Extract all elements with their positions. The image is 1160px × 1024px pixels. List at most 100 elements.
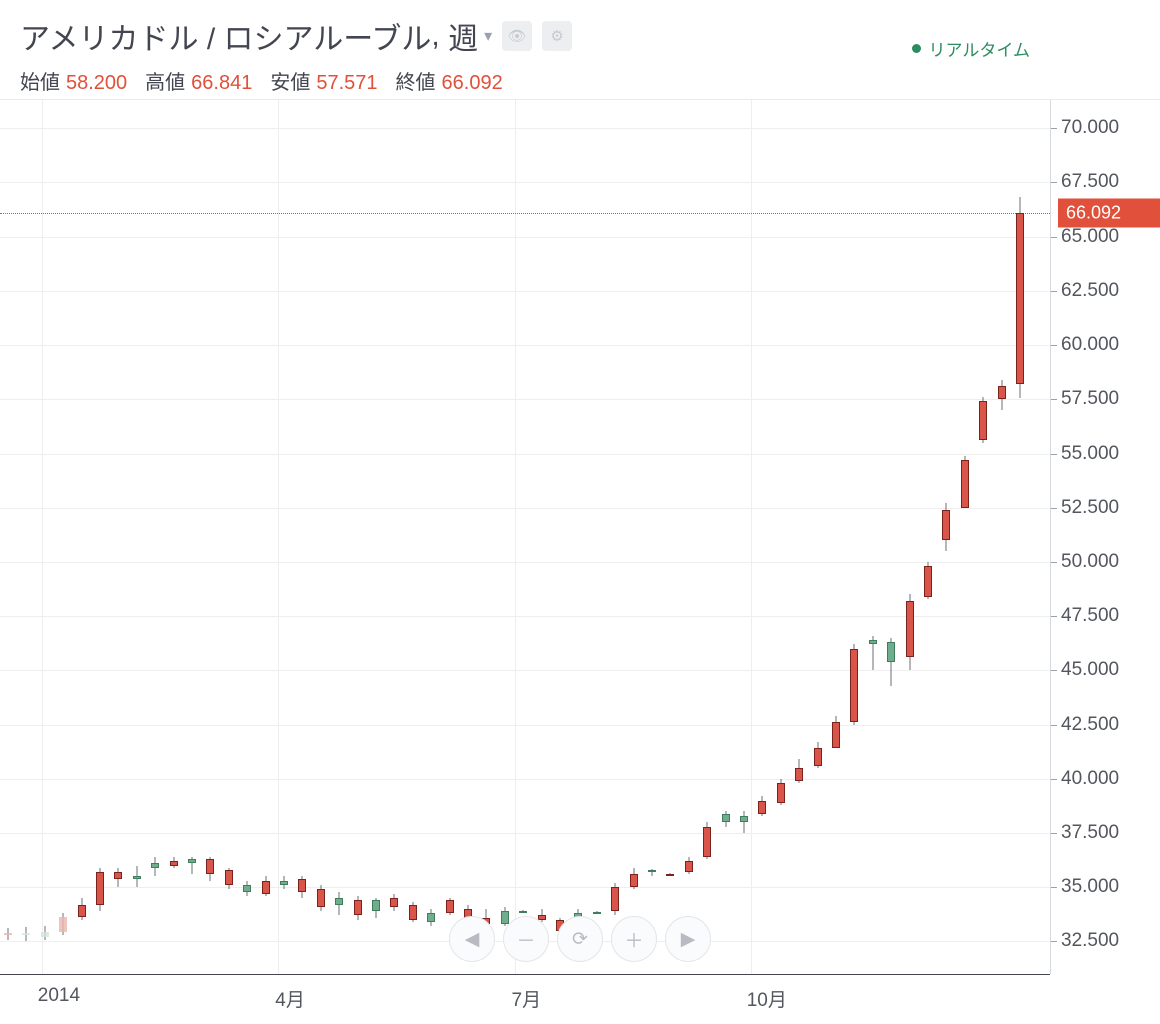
candlestick-body [188,859,196,863]
candlestick-body [243,885,251,892]
candlestick-body [280,881,288,885]
candlestick-body [409,905,417,920]
y-axis-tick: 67.500 [1051,171,1160,193]
horizontal-gridline [0,562,1050,563]
candlestick-body [59,917,67,932]
y-axis-tick: 60.000 [1051,334,1160,356]
y-axis-tick: 40.000 [1051,768,1160,790]
candlestick-body [390,898,398,907]
candlestick-body [630,874,638,887]
candlestick-body [1016,213,1024,384]
candlestick-body [924,566,932,596]
close-label: 終値 [396,72,436,94]
y-axis-tick: 62.500 [1051,280,1160,302]
high-value: 66.841 [191,72,252,94]
candlestick-body [814,748,822,765]
candlestick-wick [744,811,745,833]
chart-app: アメリカドル / ロシアルーブル , 週 ▾ 👁 ⚙ 始値 58.200 高値 66.… [0,0,1160,1024]
candlestick-body [372,900,380,911]
nav-refresh-button[interactable]: ⟳ [557,916,603,962]
vertical-gridline [515,100,516,974]
horizontal-gridline [0,182,1050,183]
chart-nav-controls: ◀ － ⟳ ＋ ▶ [449,916,711,962]
candlestick-body [648,870,656,872]
candlestick-plot-area[interactable]: 66.092 [0,100,1050,974]
horizontal-gridline [0,454,1050,455]
low-label: 安値 [270,72,310,94]
y-axis-tick: 32.500 [1051,930,1160,952]
y-axis-tick: 55.000 [1051,443,1160,465]
candlestick-body [298,879,306,892]
candlestick-body [96,872,104,905]
horizontal-gridline [0,670,1050,671]
candlestick-body [906,601,914,657]
y-axis-tick: 52.500 [1051,497,1160,519]
candlestick-body [611,887,619,911]
ohlc-summary: 始値 58.200 高値 66.841 安値 57.571 終値 66.092 [0,64,1160,95]
y-axis-tick: 35.000 [1051,876,1160,898]
chart-title: アメリカドル / ロシアルーブル [20,14,431,58]
candlestick-body [979,401,987,440]
candlestick-body [777,783,785,803]
realtime-dot-icon [912,44,921,53]
low-value: 57.571 [316,72,377,94]
horizontal-gridline [0,291,1050,292]
horizontal-gridline [0,128,1050,129]
candlestick-body [869,640,877,644]
y-axis-tick: 57.500 [1051,388,1160,410]
candlestick-body [335,898,343,905]
nav-zoom-out-button[interactable]: － [503,916,549,962]
candlestick-body [206,859,214,874]
y-axis-tick: 42.500 [1051,714,1160,736]
candlestick-body [942,510,950,540]
horizontal-gridline [0,887,1050,888]
candlestick-body [151,863,159,867]
candlestick-body [740,816,748,823]
candlestick-body [758,801,766,814]
candlestick-body [78,905,86,917]
x-axis-tick: 10月 [747,985,787,1012]
candlestick-body [961,460,969,508]
candlestick-body [114,872,122,879]
candlestick-body [170,861,178,865]
candlestick-body [354,900,362,915]
candlestick-body [998,386,1006,399]
y-axis-tick: 37.500 [1051,822,1160,844]
nav-prev-button[interactable]: ◀ [449,916,495,962]
open-value: 58.200 [66,72,127,94]
y-axis: 32.500 35.000 37.500 40.000 42.500 45.000 47.5… [1050,100,1160,974]
nav-next-button[interactable]: ▶ [665,916,711,962]
y-axis-tick: 50.000 [1051,551,1160,573]
eye-icon[interactable]: 👁 [502,21,532,51]
candlestick-body [850,649,858,723]
candlestick-body [519,911,527,913]
x-axis-tick: 7月 [512,985,542,1012]
interval-chevron-icon[interactable]: ▾ [484,26,492,46]
candlestick-body [225,870,233,885]
y-axis-tick: 47.500 [1051,605,1160,627]
vertical-gridline [42,100,43,974]
last-price-dotted-line [0,213,1050,214]
horizontal-gridline [0,779,1050,780]
chart-interval: 週 [448,14,478,58]
open-label: 始値 [20,72,60,94]
candlestick-body [666,874,674,876]
nav-zoom-in-button[interactable]: ＋ [611,916,657,962]
candlestick-body [133,876,141,878]
candlestick-body [427,913,435,922]
x-axis-tick: 4月 [275,985,305,1012]
horizontal-gridline [0,508,1050,509]
x-axis-tick: 2014 [38,985,80,1007]
candlestick-body [446,900,454,913]
candlestick-body [4,933,12,935]
candlestick-body [887,642,895,662]
vertical-gridline [278,100,279,974]
candlestick-body [41,932,49,937]
realtime-label: リアルタイム [929,36,1031,61]
candlestick-body [317,889,325,906]
close-value: 66.092 [442,72,503,94]
candlestick-body [795,768,803,781]
vertical-gridline [751,100,752,974]
y-axis-tick: 45.000 [1051,659,1160,681]
gear-icon[interactable]: ⚙ [542,21,572,51]
